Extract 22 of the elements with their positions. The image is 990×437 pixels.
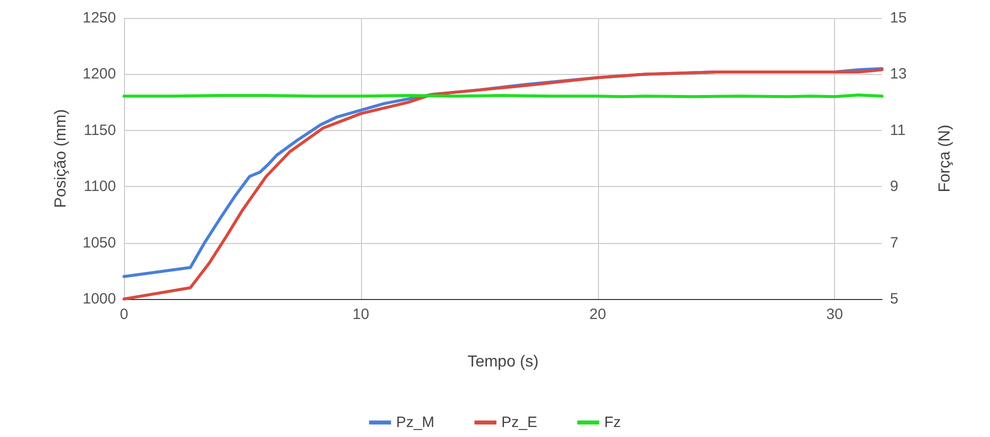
y2-tick-label: 7 [890, 234, 898, 252]
legend-label: Pz_E [501, 414, 538, 431]
y-tick-label: 1200 [82, 66, 116, 83]
legend-label: Pz_M [396, 414, 434, 431]
y2-axis-title: Força (N) [936, 124, 954, 192]
y2-tick-label: 15 [890, 10, 907, 26]
y-tick-label: 1050 [82, 234, 116, 252]
y2-tick-label: 11 [890, 122, 906, 139]
y2-tick-label: 5 [890, 290, 898, 308]
x-tick-label: 30 [826, 306, 843, 323]
y-tick-label: 1100 [84, 178, 116, 196]
y-tick-label: 1250 [82, 10, 116, 26]
legend-label: Fz [604, 414, 621, 431]
x-axis-title: Tempo (s) [467, 354, 539, 370]
x-tick-label: 0 [120, 306, 128, 323]
y-tick-label: 1150 [84, 122, 116, 139]
x-tick-label: 20 [589, 306, 606, 323]
y2-tick-label: 13 [890, 66, 907, 83]
y-tick-label: 1000 [82, 290, 116, 308]
y2-tick-label: 9 [890, 178, 898, 196]
y-axis-title: Posição (mm) [52, 109, 70, 208]
x-tick-label: 10 [352, 306, 370, 323]
